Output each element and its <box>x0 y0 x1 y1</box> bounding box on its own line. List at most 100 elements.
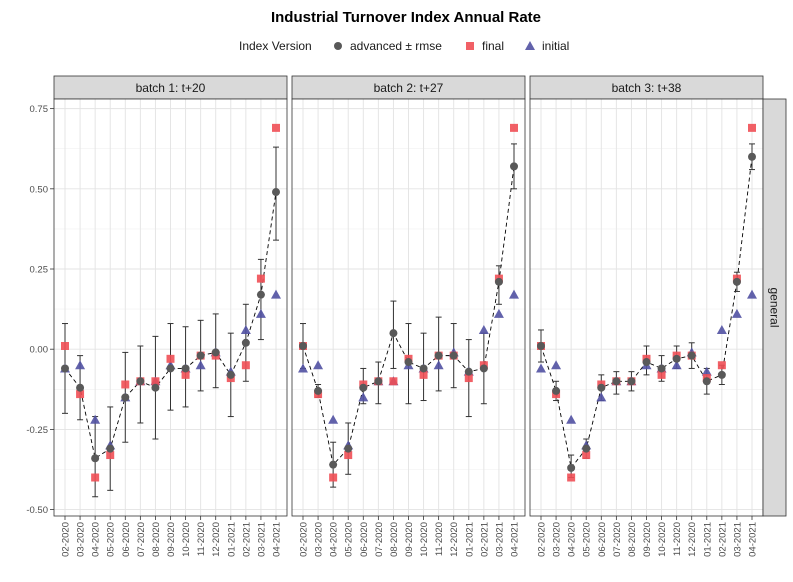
x-tick-label: 12-2020 <box>211 522 222 557</box>
x-tick-label: 05-2020 <box>582 522 593 557</box>
initial-point <box>313 360 324 370</box>
advanced-point <box>552 386 561 395</box>
initial-point <box>75 360 86 370</box>
x-axis: 02-2020 03-2020 04-2020 05-2020 06-2020 07-20… <box>61 516 283 557</box>
advanced-point <box>314 386 323 395</box>
advanced-point <box>106 444 115 453</box>
legend-key-final <box>466 42 474 50</box>
advanced-point <box>91 454 100 463</box>
advanced-point <box>494 277 503 286</box>
x-tick-label: 04-2020 <box>329 522 340 557</box>
advanced-point <box>299 341 307 350</box>
x-tick-label: 09-2020 <box>404 522 415 557</box>
y-tick-label: -0.25 <box>26 425 48 436</box>
final-point <box>389 377 398 386</box>
final-point <box>419 370 428 379</box>
panels: -0.50 -0.25 0.00 0.25 0.50 0.75 batch 1: t+20 0… <box>26 75 787 557</box>
advanced-point <box>419 364 428 373</box>
final-point <box>76 390 85 399</box>
row-strip-label: general <box>768 287 782 327</box>
final-point <box>657 370 666 379</box>
legend-label-initial: initial <box>542 39 569 53</box>
x-tick-label: 06-2020 <box>359 522 370 557</box>
initial-point <box>328 414 339 424</box>
initial-point <box>358 392 369 402</box>
advanced-point <box>256 290 265 299</box>
y-tick-label: 0.25 <box>30 265 49 276</box>
final-point <box>272 123 280 132</box>
x-tick-label: 03-2021 <box>256 522 267 557</box>
advanced-point <box>166 364 175 373</box>
initial-point <box>298 363 308 373</box>
initial-point <box>240 324 251 334</box>
x-tick-label: 07-2020 <box>136 522 147 557</box>
x-axis: 02-2020 03-2020 04-2020 05-2020 06-2020 07-20… <box>537 516 759 557</box>
advanced-point <box>196 351 205 360</box>
y-tick-label: 0.75 <box>30 104 49 115</box>
x-tick-label: 11-2020 <box>672 522 683 556</box>
final-point <box>106 451 115 460</box>
x-tick-label: 01-2021 <box>464 522 475 557</box>
x-tick-label: 12-2020 <box>449 522 460 557</box>
initial-point <box>566 414 577 424</box>
legend-label-final: final <box>482 39 504 53</box>
x-tick-label: 11-2020 <box>196 522 207 556</box>
final-point <box>61 341 69 350</box>
series-advanced <box>537 152 756 472</box>
final-point <box>151 377 160 386</box>
x-tick-label: 03-2021 <box>494 522 505 557</box>
advanced-point <box>687 351 696 360</box>
grid <box>530 99 763 516</box>
initial-point <box>90 414 101 424</box>
x-tick-label: 05-2020 <box>106 522 117 557</box>
initial-point <box>536 363 546 373</box>
final-point <box>748 123 756 132</box>
x-tick-label: 04-2021 <box>748 522 759 557</box>
row-strip-box <box>762 98 787 517</box>
advanced-point <box>717 370 726 379</box>
advanced-point <box>702 377 711 386</box>
panel-1: batch 1: t+20 02-2020 03-2020 04-2020 05-202… <box>53 75 288 557</box>
y-axis: -0.50 -0.25 0.00 0.25 0.50 0.75 <box>26 104 54 516</box>
x-tick-label: 06-2020 <box>597 522 608 557</box>
initial-point <box>509 289 519 299</box>
x-tick-label: 07-2020 <box>612 522 623 557</box>
legend-key-advanced <box>334 42 342 50</box>
advanced-point <box>479 364 488 373</box>
x-tick-label: 11-2020 <box>434 522 445 556</box>
advanced-point <box>374 377 383 386</box>
legend: Index Version advanced ± rmse final initia… <box>239 39 569 53</box>
advanced-point <box>657 364 666 373</box>
advanced-point <box>404 358 413 367</box>
advanced-point <box>449 351 458 360</box>
x-tick-label: 02-2020 <box>61 522 72 557</box>
panel-strip-label: batch 2: t+27 <box>374 81 444 95</box>
initial-point <box>478 324 489 334</box>
x-tick-label: 03-2020 <box>314 522 325 557</box>
advanced-point <box>226 370 235 379</box>
x-axis: 02-2020 03-2020 04-2020 05-2020 06-2020 07-20… <box>299 516 521 557</box>
initial-point <box>255 308 266 318</box>
x-tick-label: 12-2020 <box>687 522 698 557</box>
series-advanced <box>299 162 518 469</box>
initial-point <box>195 360 206 370</box>
initial-point <box>701 366 712 376</box>
grid <box>54 99 287 516</box>
advanced-point <box>272 188 280 197</box>
final-point <box>241 361 250 370</box>
x-tick-label: 02-2021 <box>241 522 252 557</box>
panel-strip-label: batch 3: t+38 <box>612 81 682 95</box>
initial-point <box>271 289 281 299</box>
advanced-point <box>748 152 756 161</box>
final-point <box>329 473 338 482</box>
advanced-point <box>510 162 518 171</box>
advanced-point <box>537 341 545 350</box>
initial-point <box>596 392 607 402</box>
advanced-point <box>181 364 190 373</box>
final-point <box>91 473 100 482</box>
chart-title: Industrial Turnover Index Annual Rate <box>271 9 541 26</box>
initial-point <box>433 360 444 370</box>
advanced-point <box>329 460 338 469</box>
x-tick-label: 04-2020 <box>91 522 102 557</box>
y-tick-label: 0.00 <box>30 345 49 356</box>
